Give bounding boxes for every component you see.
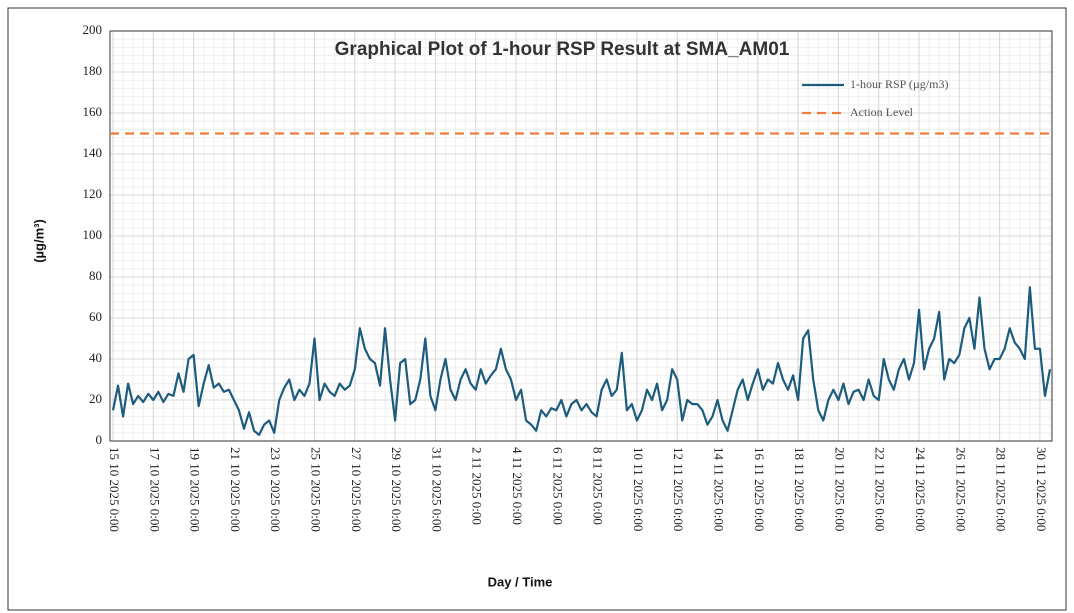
x-tick-label: 14 11 2025 0:00 [712,447,727,531]
legend-label: Action Level [850,105,914,119]
y-tick-label: 80 [89,268,102,283]
x-tick-label: 6 11 2025 0:00 [550,447,565,525]
y-tick-label: 160 [83,104,103,119]
x-tick-label: 18 11 2025 0:00 [792,447,807,531]
x-tick-label: 28 11 2025 0:00 [994,447,1009,531]
x-tick-label: 23 10 2025 0:00 [268,447,283,532]
x-tick-label: 10 11 2025 0:00 [631,447,646,531]
chart-title: Graphical Plot of 1-hour RSP Result at S… [335,39,790,60]
y-tick-label: 100 [83,227,103,242]
frame [7,7,1067,611]
x-tick-label: 29 10 2025 0:00 [389,447,404,532]
x-tick-label: 26 11 2025 0:00 [953,447,968,531]
x-tick-label: 15 10 2025 0:00 [107,447,122,532]
x-tick-label: 2 11 2025 0:00 [470,447,485,525]
plot-area [110,30,1052,442]
y-tick-label: 140 [83,145,103,160]
y-tick-label: 0 [96,432,103,447]
x-tick-label: 16 11 2025 0:00 [752,447,767,531]
y-tick-label: 40 [89,350,102,365]
x-tick-label: 31 10 2025 0:00 [429,447,444,532]
x-tick-label: 12 11 2025 0:00 [671,447,686,531]
x-tick-label: 20 11 2025 0:00 [832,447,847,531]
x-tick-label: 25 10 2025 0:00 [309,447,324,532]
plot-border [109,30,1053,442]
x-tick-label: 21 10 2025 0:00 [228,447,243,532]
x-tick-label: 8 11 2025 0:00 [591,447,606,525]
y-tick-label: 20 [89,391,102,406]
x-tick-label: 19 10 2025 0:00 [188,447,203,532]
x-tick-label: 4 11 2025 0:00 [510,447,525,525]
y-tick-label: 180 [83,63,103,78]
legend-label: 1-hour RSP (µg/m3) [850,77,948,91]
x-tick-label: 22 11 2025 0:00 [873,447,888,531]
data-line [111,286,1052,436]
x-tick-label: 27 10 2025 0:00 [349,447,364,532]
y-tick-label: 60 [89,309,102,324]
y-axis-title: (µg/m³) [31,219,46,263]
y-tick-label: 120 [83,186,103,201]
x-tick-label: 30 11 2025 0:00 [1034,447,1049,531]
x-tick-label: 17 10 2025 0:00 [147,447,162,532]
x-axis-title: Day / Time [488,574,553,589]
x-tick-label: 24 11 2025 0:00 [913,447,928,531]
y-tick-label: 200 [83,22,103,37]
